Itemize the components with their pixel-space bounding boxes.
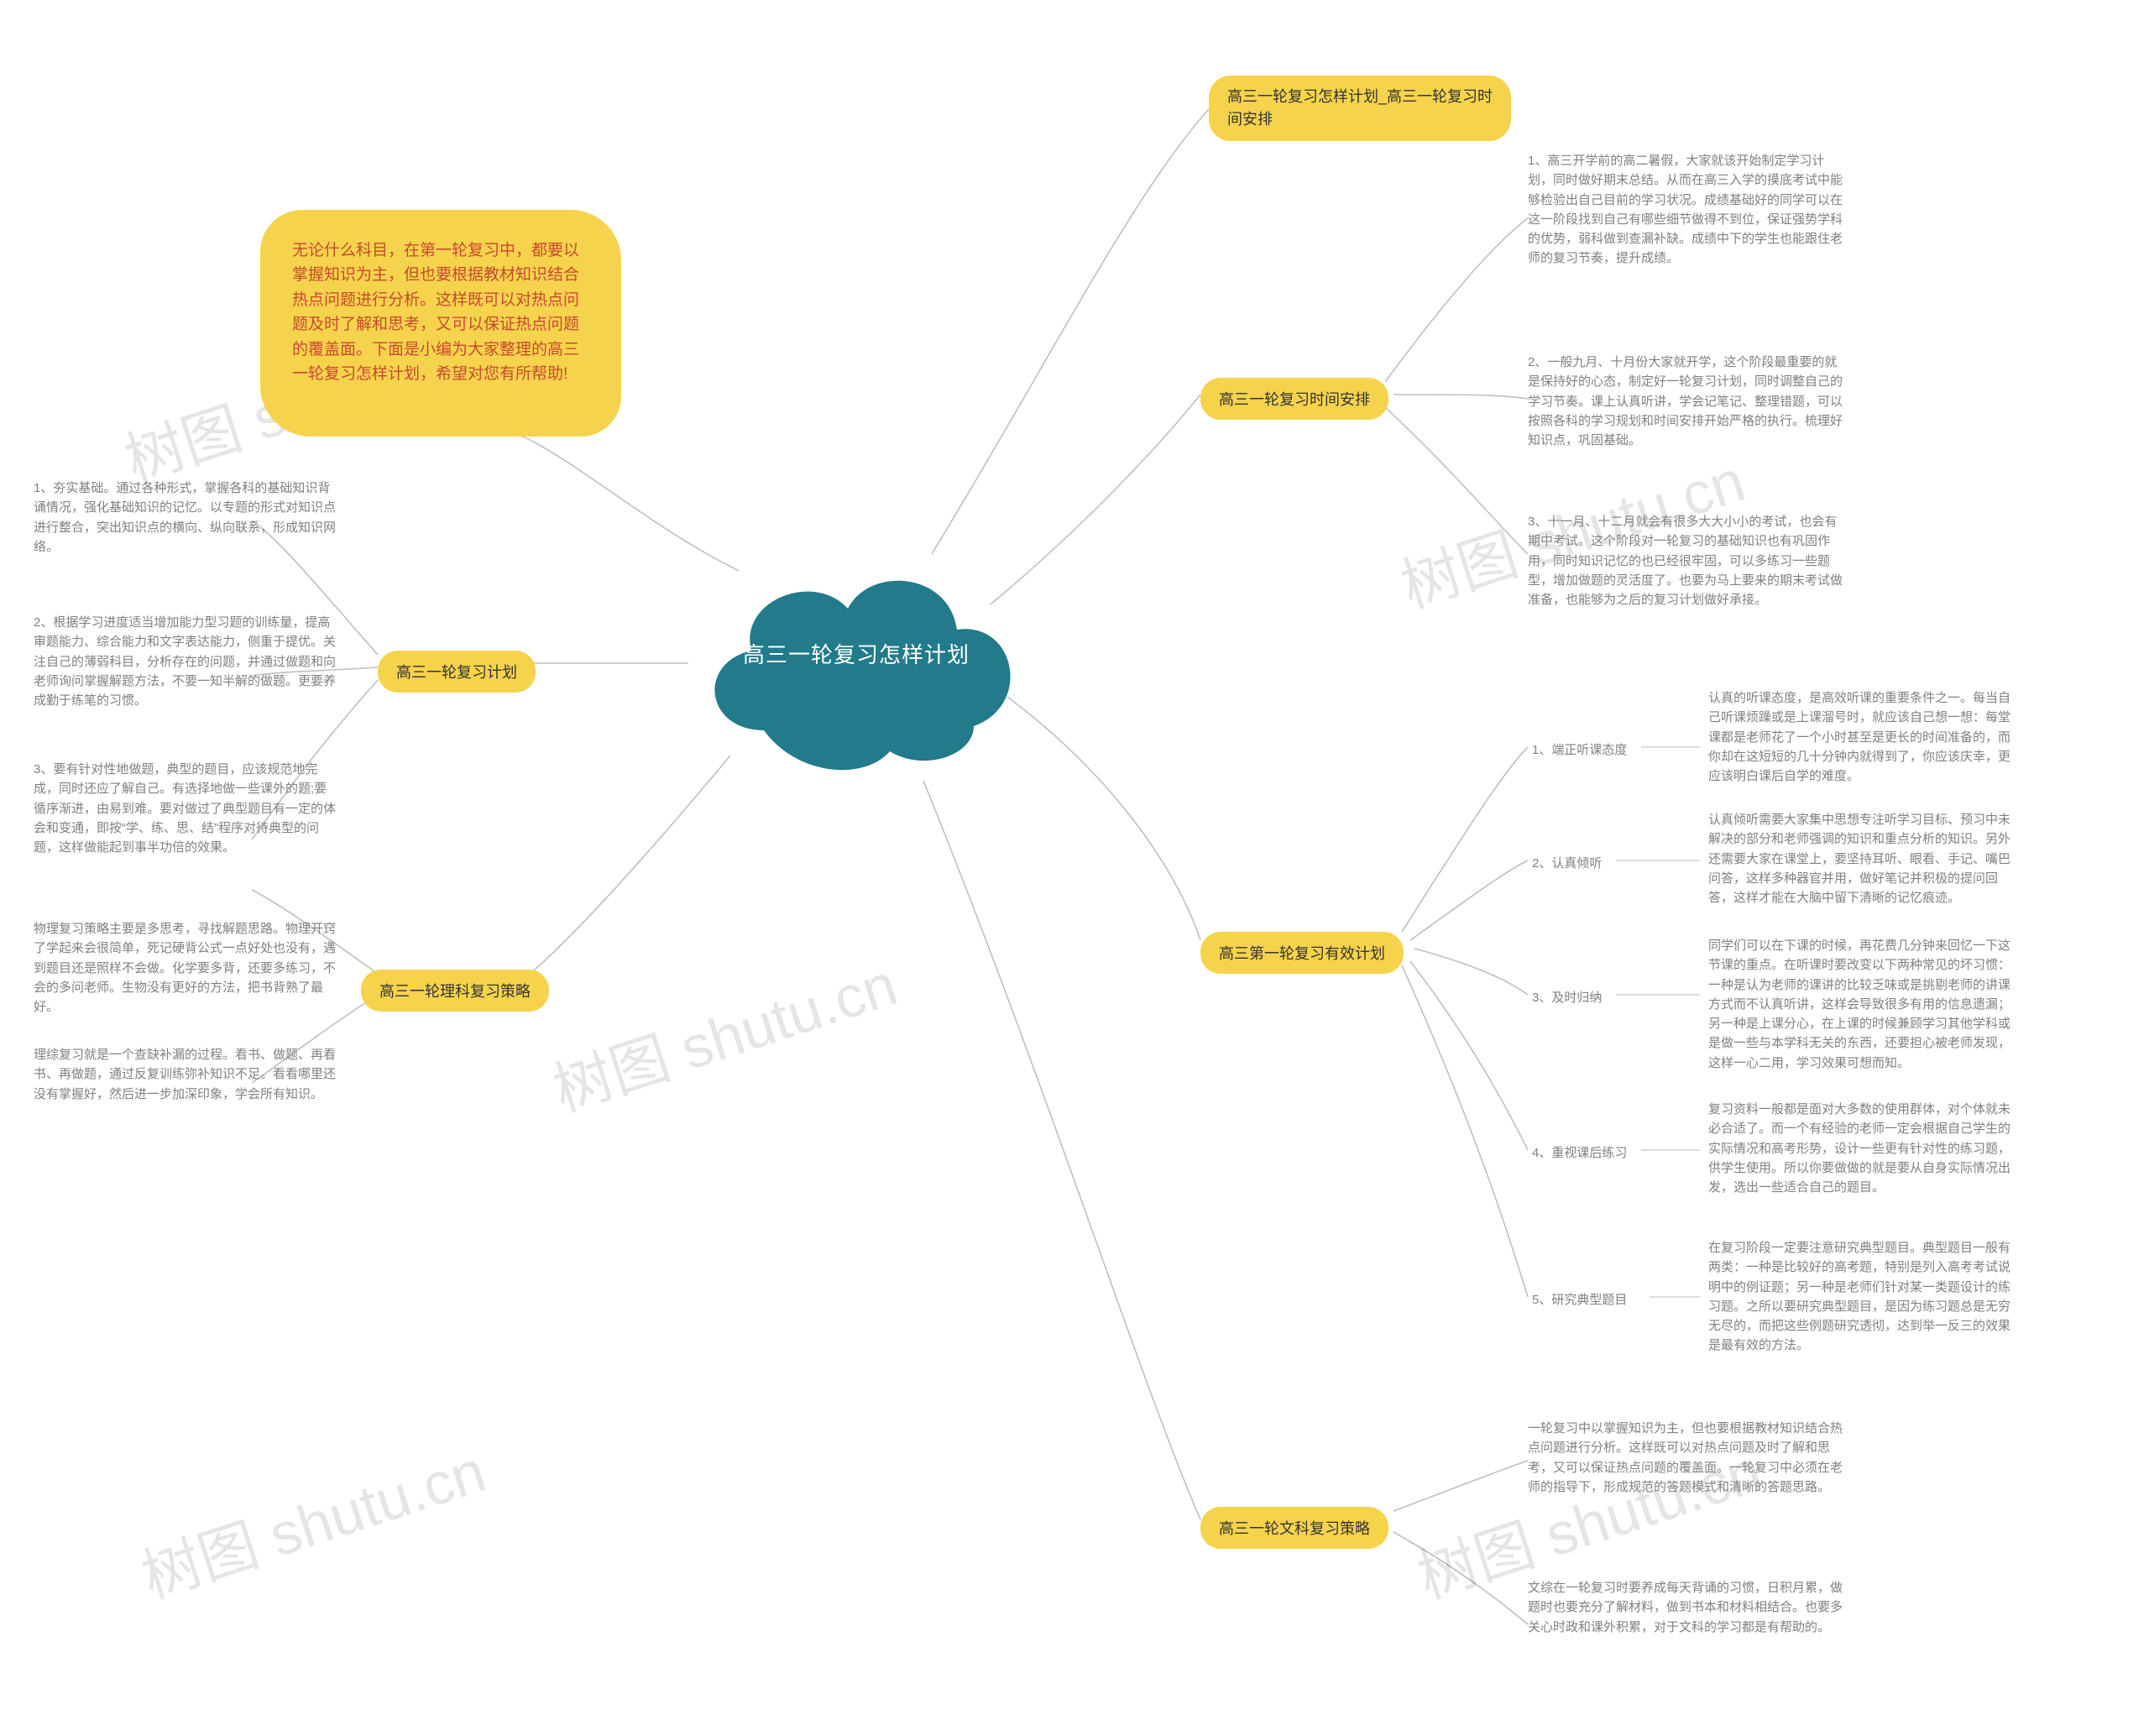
sub-after-class-detail: 复习资料一般都是面对大多数的使用群体，对个体就未必合适了。而一个有经验的老师一定…: [1708, 1100, 2019, 1197]
sub-summarize-detail: 同学们可以在下课的时候，再花费几分钟来回忆一下这节课的重点。在听课时要改变以下两…: [1708, 936, 2019, 1073]
sub-typical-detail: 在复习阶段一定要注意研究典型题目。典型题目一般有两类：一种是比较好的高考题，特别…: [1708, 1238, 2019, 1356]
mindmap-canvas: 树图 shutu.cn 树图 shutu.cn 树图 shutu.cn 树图 s…: [0, 0, 2149, 1736]
branch-right-schedule[interactable]: 高三一轮复习时间安排: [1200, 378, 1388, 420]
sub-attitude-detail: 认真的听课态度，是高效听课的重要条件之一。每当自己听课烦躁或是上课溜号时，就应该…: [1708, 688, 2019, 786]
sub-listen[interactable]: 2、认真倾听: [1532, 854, 1602, 871]
sub-attitude[interactable]: 1、端正听课态度: [1532, 740, 1627, 758]
branch-right-effective-plan[interactable]: 高三第一轮复习有效计划: [1200, 932, 1404, 974]
branch-left-plan[interactable]: 高三一轮复习计划: [378, 651, 536, 693]
sub-summarize[interactable]: 3、及时归纳: [1532, 988, 1602, 1006]
left2-detail-2: 理综复习就是一个查缺补漏的过程。看书、做题、再看书、再做题，通过反复训练弥补知识…: [34, 1045, 336, 1104]
right3-detail-2: 文综在一轮复习时要养成每天背诵的习惯，日积月累，做题时也要充分了解材料，做到书本…: [1528, 1578, 1847, 1637]
intro-bubble: 无论什么科目，在第一轮复习中，都要以掌握知识为主，但也要根据教材知识结合热点问题…: [260, 210, 621, 437]
intro-text: 无论什么科目，在第一轮复习中，都要以掌握知识为主，但也要根据教材知识结合热点问题…: [292, 238, 589, 387]
sub-after-class[interactable]: 4、重视课后练习: [1532, 1143, 1627, 1161]
left1-detail-2: 2、根据学习进度适当增加能力型习题的训练量，提高审题能力、综合能力和文字表达能力…: [34, 613, 336, 710]
right1-detail-2: 2、一般九月、十月份大家就开学，这个阶段最重要的就是保持好的心态，制定好一轮复习…: [1528, 353, 1847, 450]
right1-detail-1: 1、高三开学前的高二暑假，大家就该开始制定学习计划，同时做好期末总结。从而在高三…: [1528, 151, 1847, 269]
right1-detail-3: 3、十一月、十二月就会有很多大大小小的考试，也会有期中考试。这个阶段对一轮复习的…: [1528, 512, 1847, 609]
branch-right-liberal-arts[interactable]: 高三一轮文科复习策略: [1200, 1507, 1388, 1549]
watermark: 树图 shutu.cn: [541, 938, 907, 1128]
sub-typical[interactable]: 5、研究典型题目: [1532, 1290, 1627, 1308]
watermark: 树图 shutu.cn: [130, 1425, 495, 1615]
center-title: 高三一轮复习怎样计划: [672, 638, 1041, 669]
left1-detail-1: 1、夯实基础。通过各种形式，掌握各科的基础知识背诵情况，强化基础知识的记忆。以专…: [34, 478, 336, 557]
left1-detail-3: 3、要有针对性地做题，典型的题目，应该规范地完成，同时还应了解自己。有选择地做一…: [34, 760, 336, 857]
left2-detail-1: 物理复习策略主要是多思考，寻找解题思路。物理开窍了学起来会很简单，死记硬背公式一…: [34, 919, 336, 1017]
branch-top-right[interactable]: 高三一轮复习怎样计划_高三一轮复习时间安排: [1209, 76, 1511, 141]
branch-left-science[interactable]: 高三一轮理科复习策略: [361, 970, 549, 1012]
sub-listen-detail: 认真倾听需要大家集中思想专注听学习目标、预习中未解决的部分和老师强调的知识和重点…: [1708, 810, 2019, 907]
right3-detail-1: 一轮复习中以掌握知识为主，但也要根据教材知识结合热点问题进行分析。这样既可以对热…: [1528, 1419, 1847, 1497]
